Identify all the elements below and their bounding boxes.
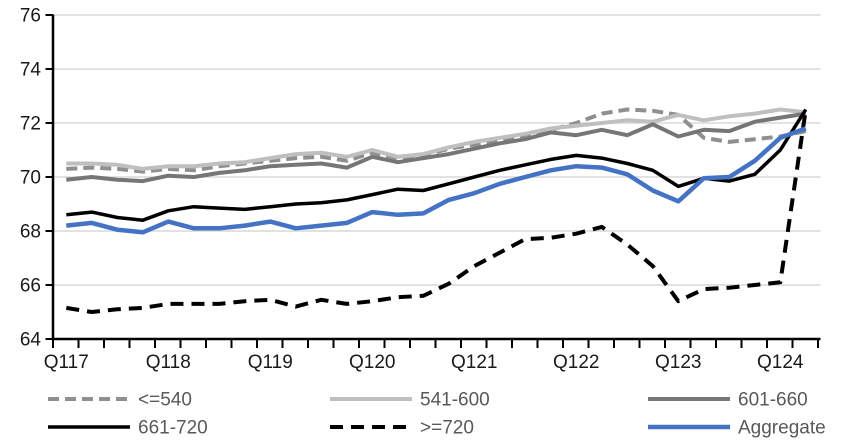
y-axis-tick-label: 70 bbox=[20, 168, 41, 189]
x-axis-tick-label: Q118 bbox=[146, 352, 191, 373]
legend-item-540: <=540 bbox=[48, 390, 192, 411]
legend-label: 661-720 bbox=[138, 418, 208, 439]
series-line-541-600 bbox=[66, 107, 807, 171]
series-line-Aggregate bbox=[66, 126, 807, 235]
y-axis-tick-label: 68 bbox=[20, 222, 41, 243]
x-axis-tick-label: Q120 bbox=[349, 352, 395, 373]
legend-item-Aggregate: Aggregate bbox=[648, 418, 826, 439]
legend-item-601-660: 601-660 bbox=[648, 390, 808, 411]
series-line-661-720 bbox=[66, 108, 808, 222]
x-axis-tick-label: Q122 bbox=[553, 352, 599, 373]
x-axis-tick-label: Q117 bbox=[44, 352, 89, 373]
y-axis-tick-label: 72 bbox=[20, 114, 41, 135]
legend: <=540 541-600 601-660 661-720 >=720 Aggregate bbox=[48, 390, 826, 439]
y-axis-tick-label: 66 bbox=[20, 276, 41, 297]
series-group bbox=[65, 107, 808, 314]
axes: 64 66 68 70 72 74 76 Q117 Q118 Q119 Q120 Q121 Q122 Q1… bbox=[20, 6, 821, 373]
x-axis-tick-label: Q123 bbox=[655, 352, 701, 373]
legend-item-541-600: 541-600 bbox=[330, 390, 490, 411]
legend-label: 601-660 bbox=[738, 390, 808, 411]
y-axis-tick-label: 64 bbox=[20, 330, 42, 351]
y-axis-tick-label: 76 bbox=[20, 6, 41, 27]
legend-label: Aggregate bbox=[738, 418, 826, 439]
series-line-601-660 bbox=[66, 111, 807, 184]
y-axis-tick-label: 74 bbox=[20, 60, 42, 81]
series-line-540 bbox=[66, 107, 807, 174]
legend-item-720: >=720 bbox=[330, 418, 474, 439]
x-axis-tick-label: Q124 bbox=[757, 352, 804, 373]
legend-item-661-720: 661-720 bbox=[48, 418, 208, 439]
x-axis-tick-label: Q121 bbox=[451, 352, 497, 373]
legend-label: 541-600 bbox=[420, 390, 490, 411]
x-axis-tick-label: Q119 bbox=[248, 352, 293, 373]
legend-label: >=720 bbox=[420, 418, 474, 439]
legend-label: <=540 bbox=[138, 390, 192, 411]
